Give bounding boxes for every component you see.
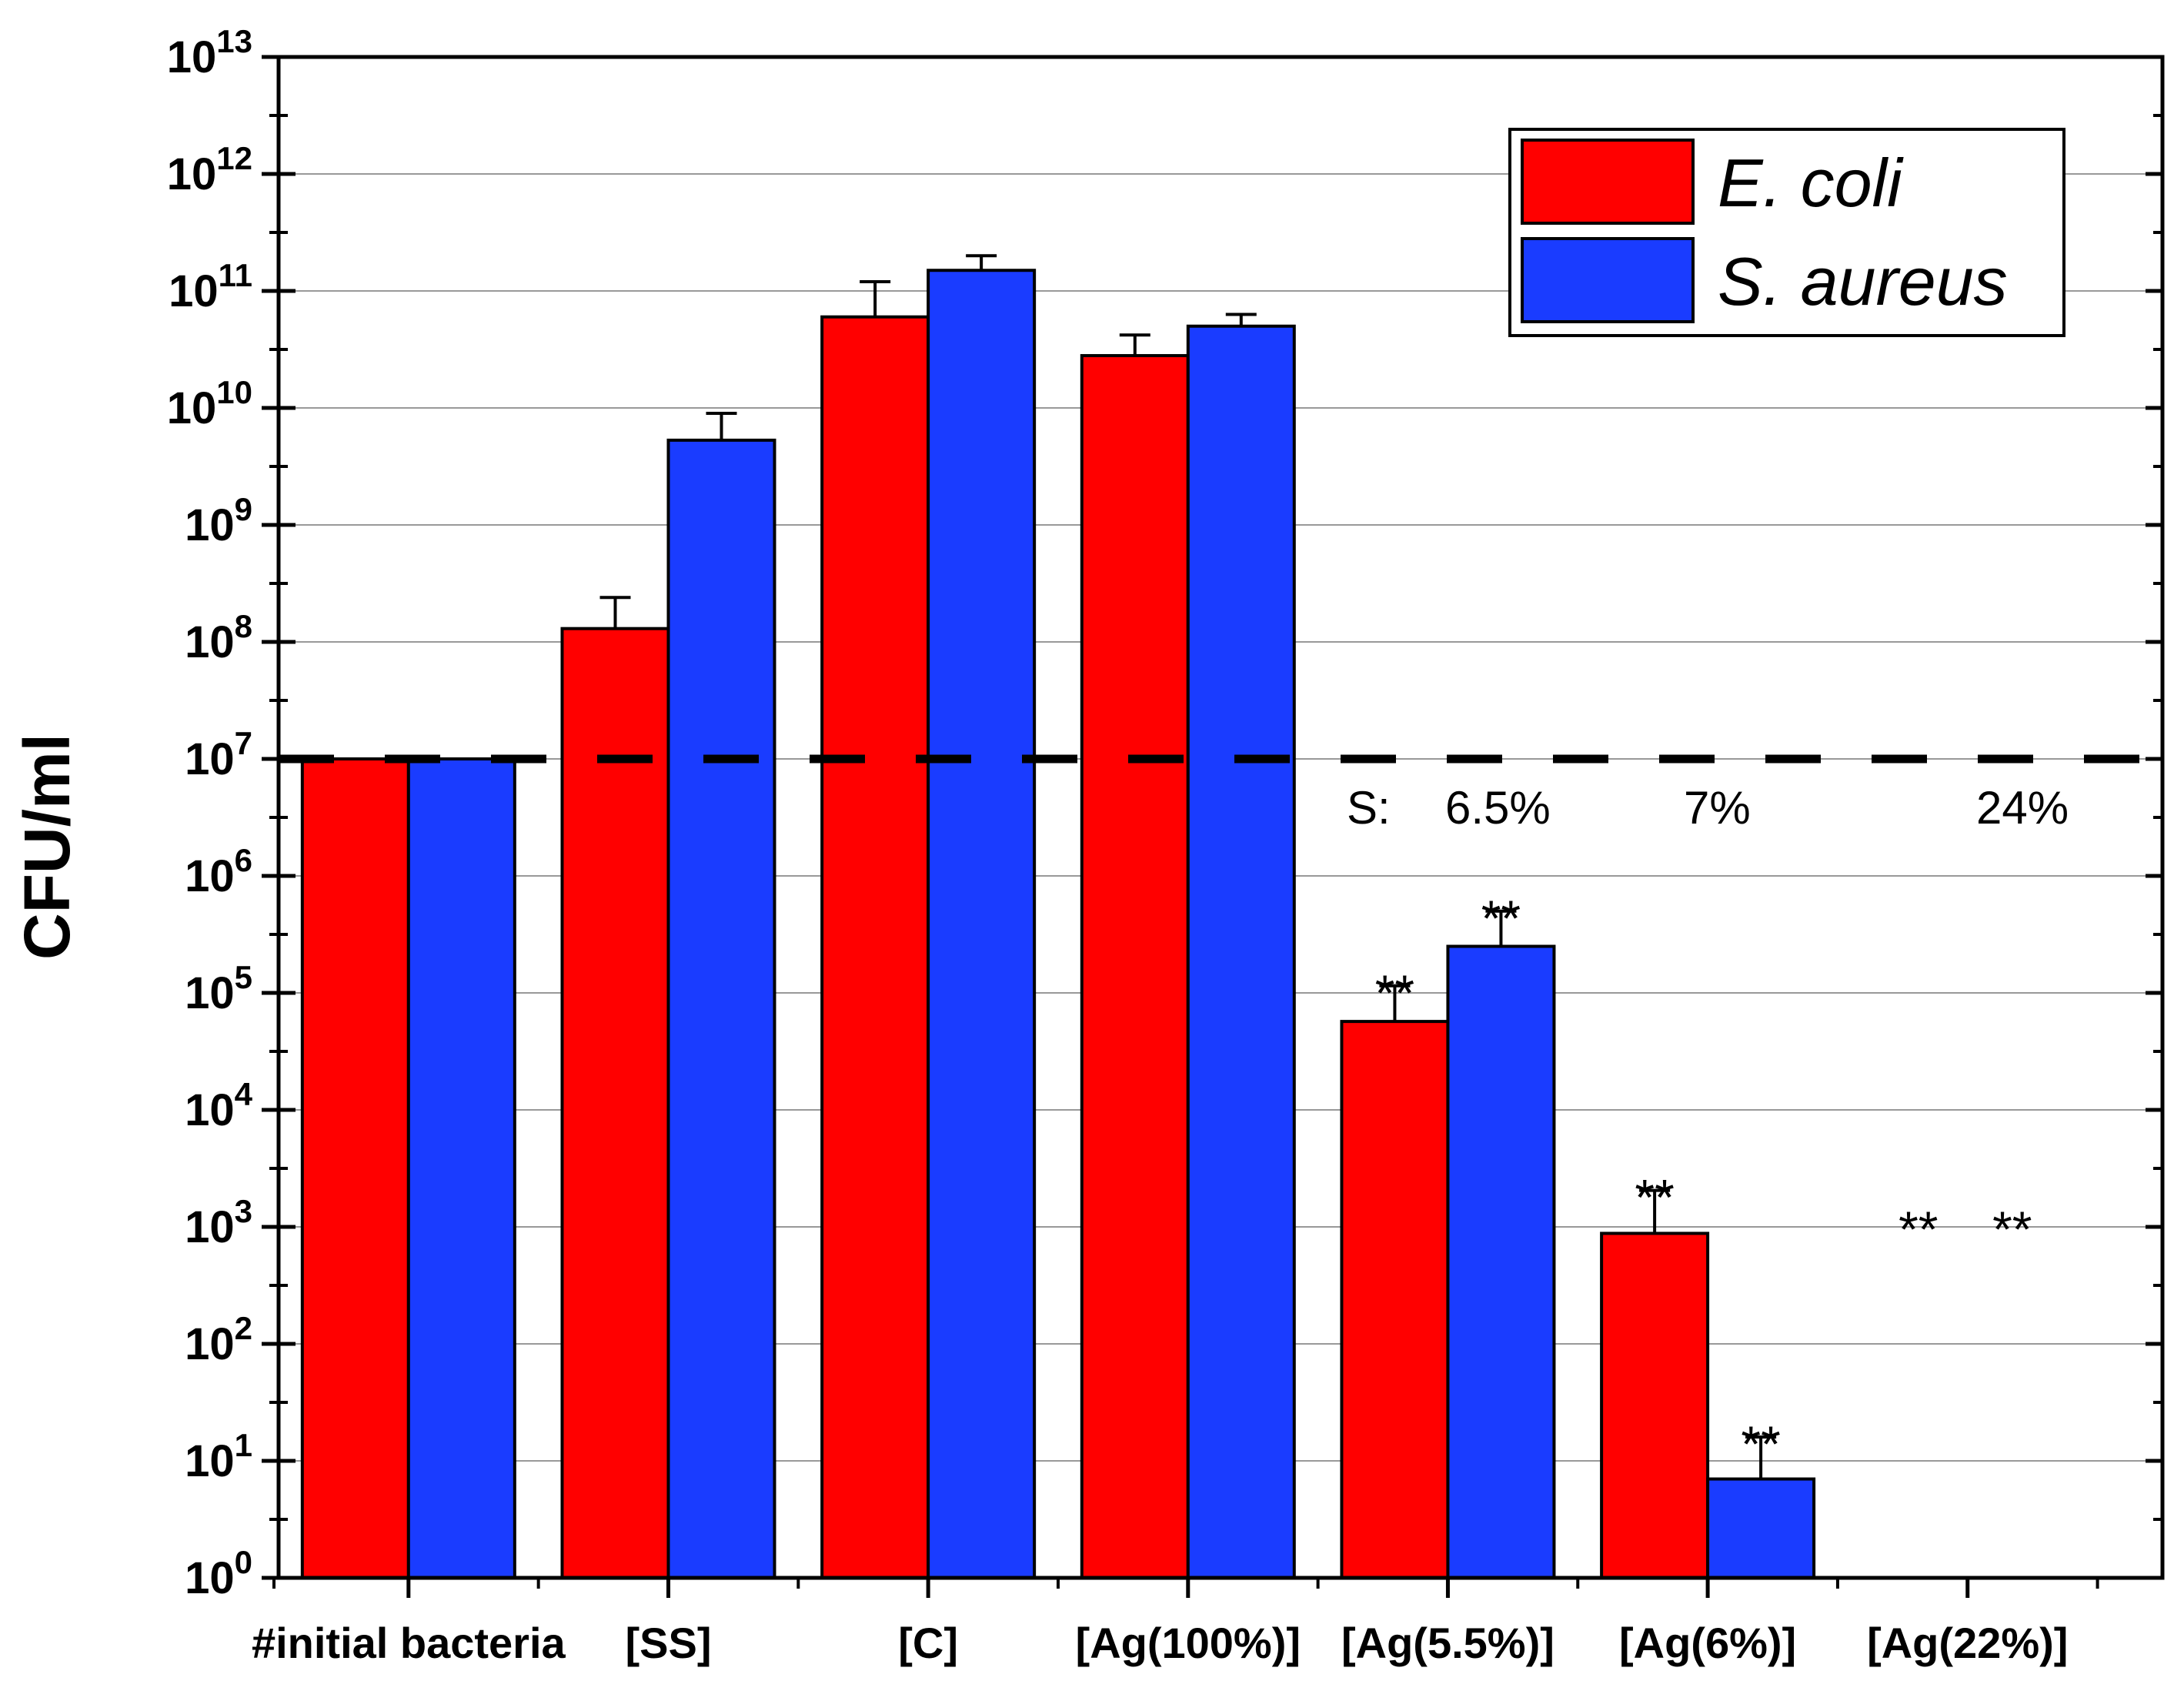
x-category-label: [Ag(5.5%)] xyxy=(1341,1619,1555,1667)
y-tick-label: 108 xyxy=(185,608,252,667)
bar-s-aureus xyxy=(1706,1477,1816,1579)
y-tick-label: 103 xyxy=(185,1193,252,1252)
x-category-label: [Ag(100%)] xyxy=(1076,1619,1301,1667)
bar-s-aureus xyxy=(927,269,1037,1579)
error-bars xyxy=(599,254,1777,1479)
x-category-label: #initial bacteria xyxy=(252,1619,566,1667)
s-value-label: 6.5% xyxy=(1445,782,1551,834)
x-category-label: [SS] xyxy=(625,1619,711,1667)
legend: E. coli S. aureus xyxy=(1508,128,2065,337)
y-tick-label: 101 xyxy=(185,1427,252,1486)
y-tick-label: 104 xyxy=(185,1076,253,1135)
y-tick-label: 100 xyxy=(185,1544,252,1603)
bar-e-coli xyxy=(1600,1231,1710,1579)
bar-e-coli xyxy=(1340,1020,1450,1580)
bar-e-coli xyxy=(1080,354,1190,1579)
significance-mark: ** xyxy=(1992,1201,2032,1258)
significance-mark: ** xyxy=(1481,890,1521,947)
significance-mark: ** xyxy=(1635,1169,1674,1226)
s-value-label: 7% xyxy=(1684,782,1751,834)
s-prefix-label: S: xyxy=(1347,782,1391,834)
x-category-label: [Ag(6%)] xyxy=(1619,1619,1796,1667)
y-tick-label: 102 xyxy=(185,1310,252,1369)
bar-s-aureus xyxy=(1186,324,1296,1579)
bar-s-aureus xyxy=(406,757,516,1579)
legend-swatch-s-aureus xyxy=(1521,237,1695,323)
legend-swatch-e-coli xyxy=(1521,139,1695,225)
legend-label-e-coli: E. coli xyxy=(1718,145,1904,221)
y-tick-label: 107 xyxy=(185,725,252,784)
s-annotation: S: 6.5% 7% 24% xyxy=(1347,782,2069,834)
y-tick-label: 1011 xyxy=(169,257,252,316)
x-category-label: [C] xyxy=(898,1619,958,1667)
significance-mark: ** xyxy=(1741,1415,1780,1472)
y-axis-ticks: 100 101 102 103 104 105 106 107 108 109 1010 1011 10… xyxy=(167,23,2162,1603)
bar-s-aureus xyxy=(666,438,776,1580)
y-axis-title: CFU/ml xyxy=(11,734,83,960)
bar-e-coli xyxy=(300,757,410,1579)
bar-e-coli xyxy=(820,315,930,1579)
x-category-label: [Ag(22%)] xyxy=(1867,1619,2068,1667)
y-tick-label: 1012 xyxy=(167,140,252,199)
bar-e-coli xyxy=(560,627,670,1579)
y-tick-label: 1013 xyxy=(167,23,252,82)
significance-mark: ** xyxy=(1375,964,1414,1021)
significance-marks: ** ** ** ** ** ** xyxy=(1375,890,2032,1472)
bars xyxy=(300,269,1816,1580)
y-tick-label: 1010 xyxy=(167,374,252,433)
legend-label-s-aureus: S. aureus xyxy=(1718,243,2008,319)
y-tick-label: 106 xyxy=(185,842,252,901)
y-tick-label: 109 xyxy=(185,491,252,550)
significance-mark: ** xyxy=(1898,1201,1938,1258)
bar-s-aureus xyxy=(1446,944,1556,1579)
x-axis-ticks: #initial bacteria [SS] [C] [Ag(100%)] [Ag(5.… xyxy=(252,1578,2099,1667)
y-tick-label: 105 xyxy=(185,959,252,1018)
s-value-label: 24% xyxy=(1976,782,2069,834)
